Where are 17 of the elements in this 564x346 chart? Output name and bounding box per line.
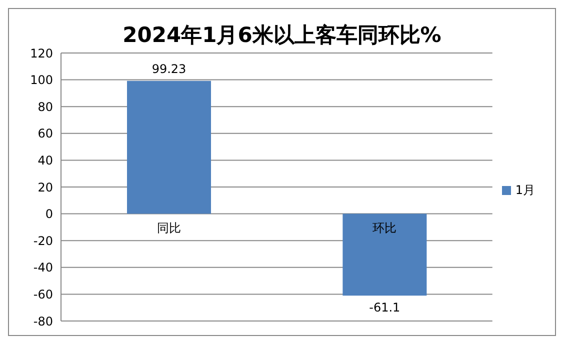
data-label: 99.23 — [152, 62, 186, 76]
y-tick-label: -60 — [33, 287, 53, 302]
chart-title: 2024年1月6米以上客车同环比% — [122, 23, 442, 47]
y-tick-label: 40 — [38, 153, 53, 168]
y-tick-label: 60 — [38, 126, 53, 141]
y-tick-label: -80 — [33, 314, 53, 328]
y-tick-label: -40 — [33, 260, 53, 275]
x-tick-label: 同比 — [156, 220, 181, 235]
data-label: -61.1 — [369, 300, 400, 315]
x-tick-label: 环比 — [372, 220, 397, 235]
y-tick-label: 80 — [38, 100, 53, 114]
y-tick-label: 20 — [38, 180, 53, 194]
y-tick-label: 120 — [30, 46, 53, 60]
y-tick-label: 0 — [45, 207, 53, 222]
y-tick-label: -20 — [33, 234, 53, 248]
y-tick-label: 100 — [30, 73, 53, 88]
legend-label: 1月 — [515, 182, 535, 196]
